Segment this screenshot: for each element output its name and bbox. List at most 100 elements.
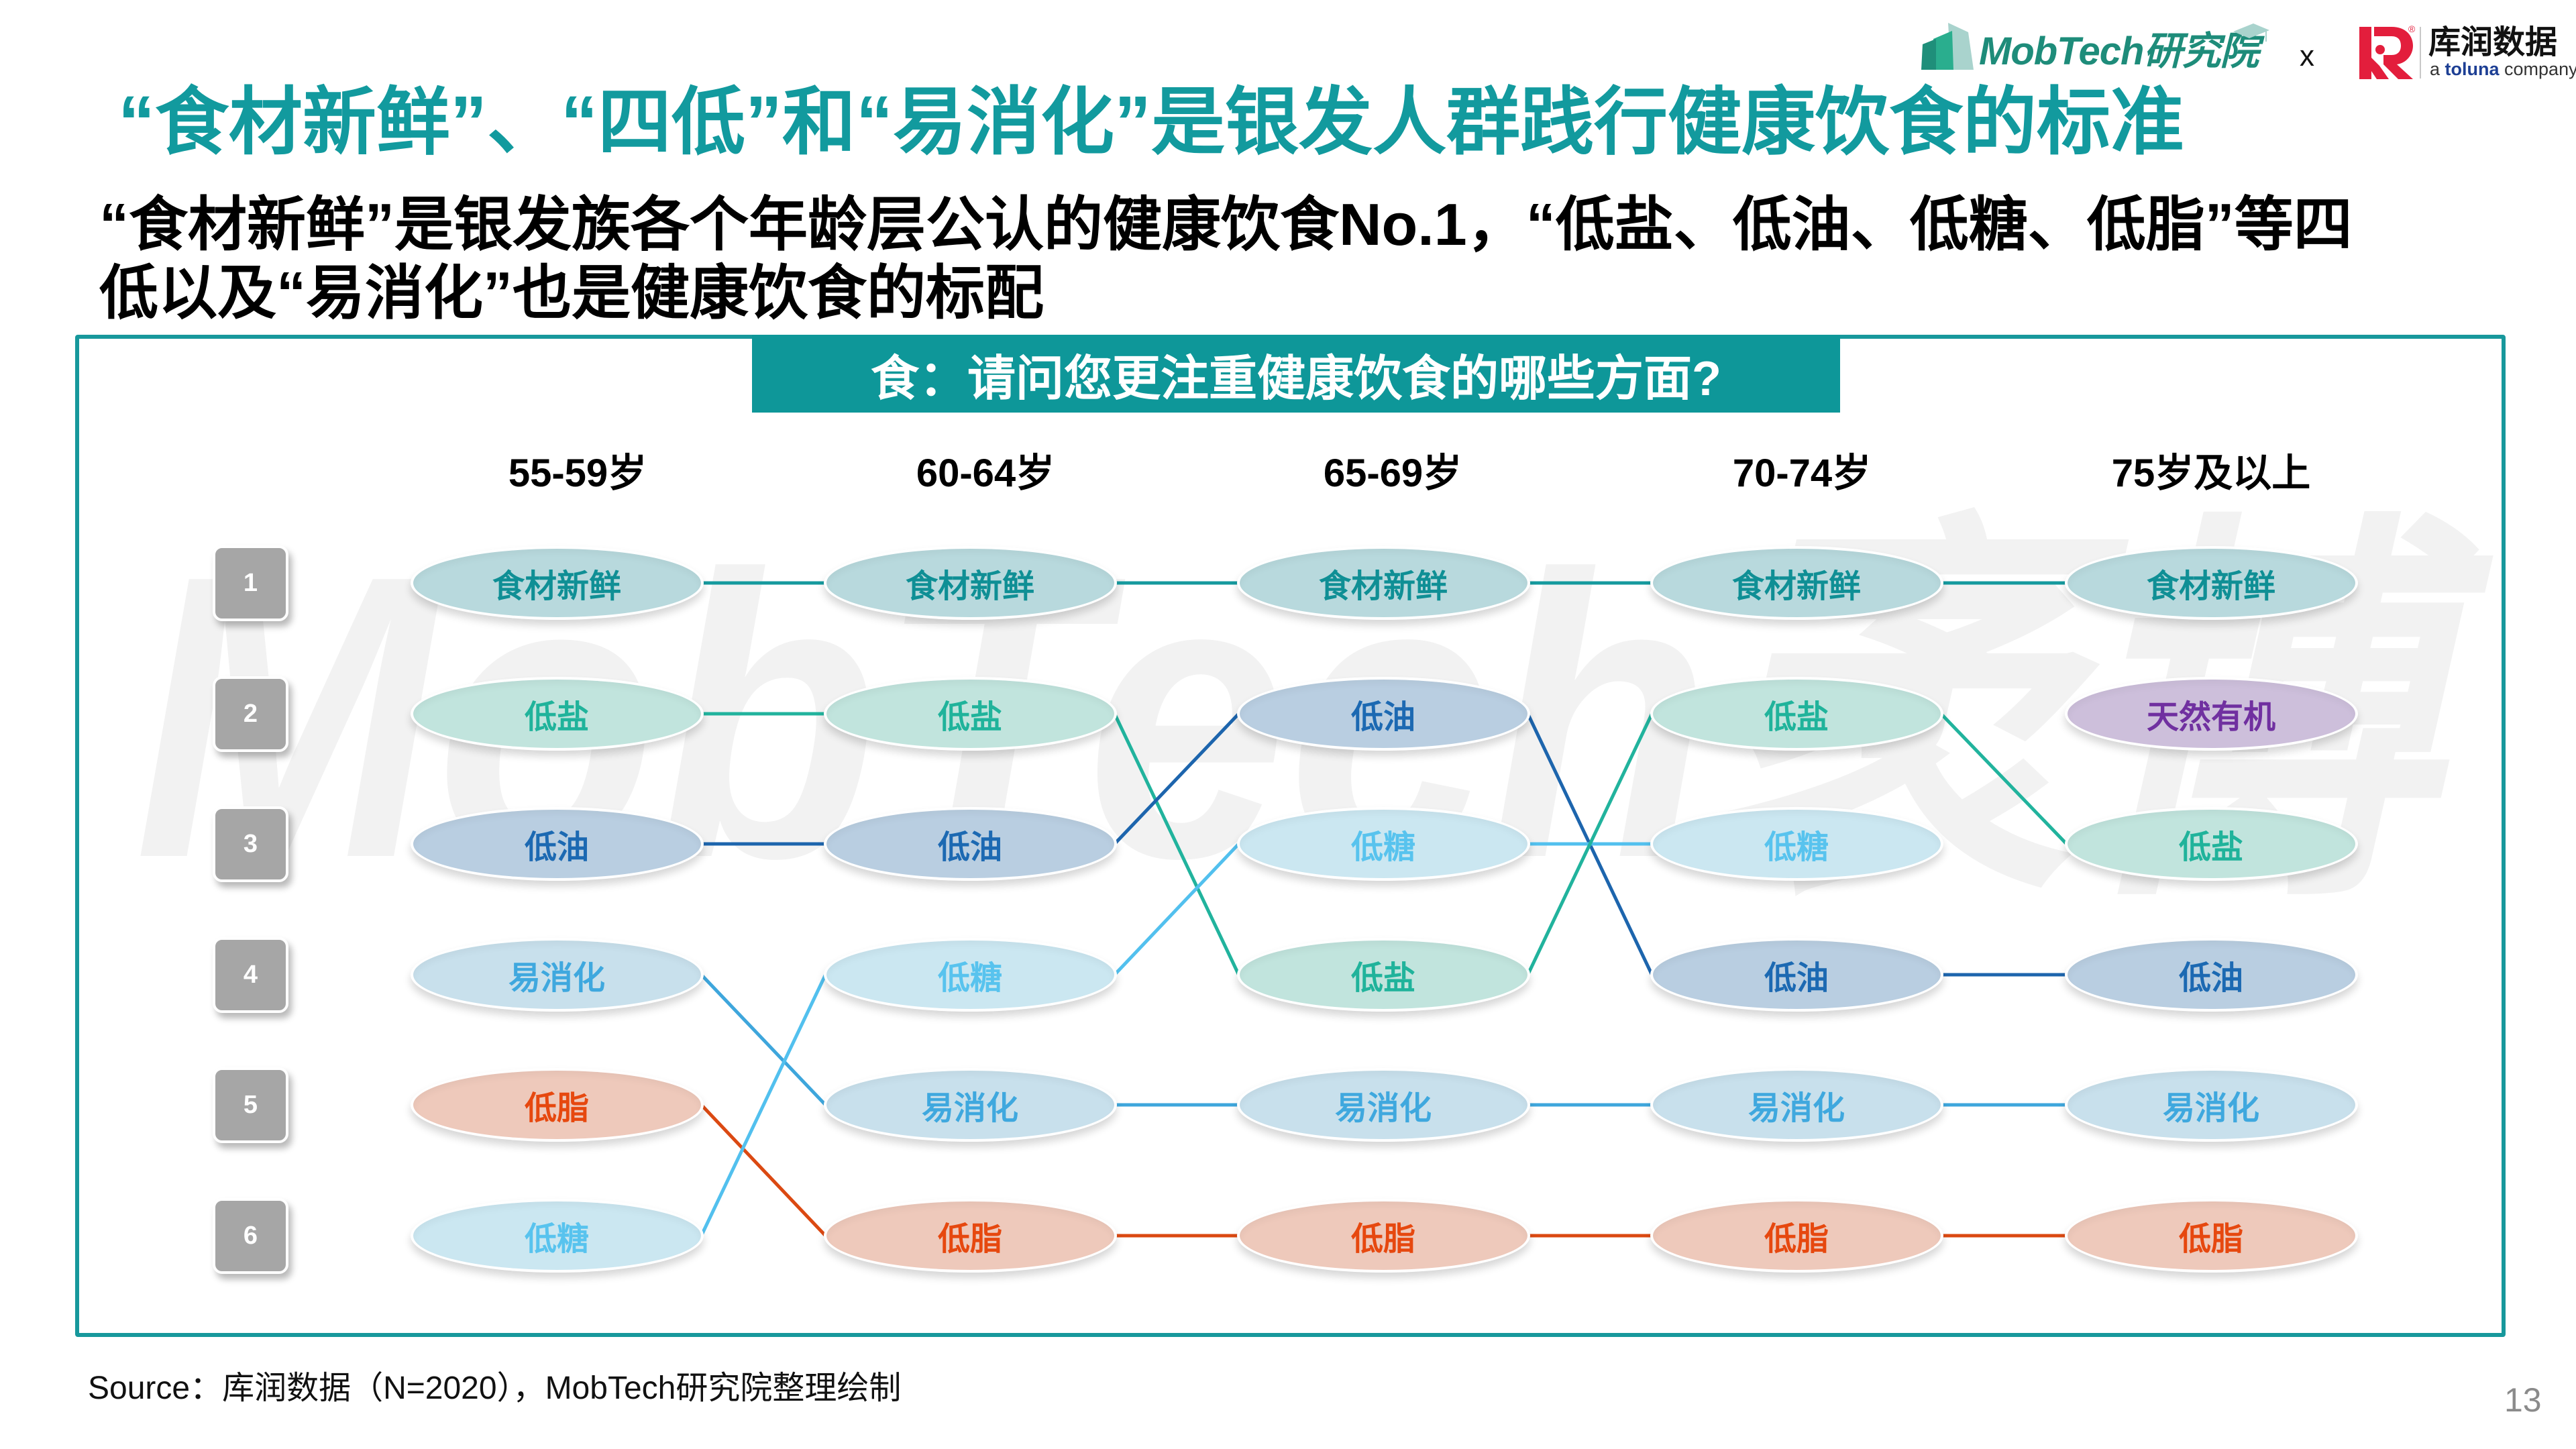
- age-group-header: 70-74岁: [1732, 451, 1872, 495]
- rank-item-label: 易消化: [1334, 1091, 1432, 1126]
- rank-item-label: 低脂: [937, 1222, 1002, 1257]
- rank-item-ellipse: 低盐: [410, 677, 704, 751]
- age-group-header: 65-69岁: [1323, 451, 1462, 495]
- tagline-suffix: company: [2499, 59, 2576, 79]
- rank-item-ellipse: 低油: [1236, 677, 1530, 751]
- rank-item-label: 低盐: [937, 700, 1002, 735]
- rank-badge: 1: [213, 545, 288, 621]
- subtitle-line-1: “食材新鲜”是银发族各个年龄层公认的健康饮食No.1，“低盐、低油、低糖、低脂”…: [99, 191, 2353, 258]
- rank-badge: 6: [213, 1197, 288, 1274]
- rank-item-label: 易消化: [508, 961, 605, 996]
- source-note: Source：库润数据（N=2020），MobTech研究院整理绘制: [88, 1371, 902, 1406]
- rank-item-ellipse: 低脂: [1650, 1199, 1943, 1273]
- toluna-tagline: a toluna company: [2430, 60, 2576, 78]
- rank-item-ellipse: 低糖: [410, 1199, 704, 1273]
- rank-item-label: 低油: [1350, 700, 1415, 735]
- cap-tassel: [2265, 31, 2267, 42]
- rank-item-ellipse: 低脂: [2064, 1199, 2358, 1273]
- rank-item-label: 低糖: [1350, 830, 1415, 865]
- rank-item-label: 易消化: [921, 1091, 1018, 1126]
- page-title: “食材新鲜”、“四低”和“易消化”是银发人群践行健康饮食的标准: [118, 81, 2184, 164]
- kr-leg: [2371, 58, 2389, 79]
- rank-item-label: 低脂: [1764, 1222, 1829, 1257]
- rank-item-label: 低脂: [524, 1091, 589, 1126]
- rank-item-label: 低油: [524, 830, 589, 865]
- rank-badge: 2: [213, 676, 288, 752]
- rank-item-label: 低脂: [1350, 1222, 1415, 1257]
- rank-item-ellipse: 低油: [1650, 938, 1943, 1012]
- kuran-logo-text: 库润数据: [2428, 25, 2558, 60]
- rank-item-ellipse: 低油: [823, 807, 1117, 881]
- rank-badge: 3: [213, 806, 288, 882]
- registered-mark: ®: [2408, 23, 2416, 34]
- rank-item-label: 低糖: [524, 1222, 589, 1257]
- rank-item-label: 低盐: [2178, 830, 2243, 865]
- rank-item-ellipse: 食材新鲜: [823, 546, 1117, 620]
- rank-item-label: 食材新鲜: [492, 569, 621, 604]
- tagline-brand: toluna: [2445, 59, 2500, 79]
- rank-item-ellipse: 低脂: [410, 1068, 704, 1142]
- rank-item-label: 低油: [937, 830, 1002, 865]
- logo-building-back: [1948, 23, 1974, 70]
- logo-divider: [2420, 27, 2421, 78]
- rank-item-ellipse: 低油: [2064, 938, 2358, 1012]
- rank-item-label: 低油: [1764, 961, 1829, 996]
- rank-item-ellipse: 易消化: [1236, 1068, 1530, 1142]
- age-group-header: 75岁及以上: [2111, 451, 2311, 495]
- age-group-header: 60-64岁: [916, 451, 1055, 495]
- kuran-kr-logo-icon: [2359, 27, 2413, 79]
- rank-item-label: 易消化: [2162, 1091, 2259, 1126]
- kr-bar: [2359, 27, 2371, 79]
- rank-item-label: 低盐: [1764, 700, 1829, 735]
- rank-item-ellipse: 低油: [410, 807, 704, 881]
- rank-item-ellipse: 食材新鲜: [410, 546, 704, 620]
- logo-separator: x: [2300, 40, 2314, 72]
- mobtech-building-logo-icon: [1921, 23, 1974, 70]
- rank-item-ellipse: 食材新鲜: [1650, 546, 1943, 620]
- rank-item-label: 低脂: [2178, 1222, 2243, 1257]
- rank-item-ellipse: 低糖: [823, 938, 1117, 1012]
- mobtech-logo-text: MobTech研究院: [1979, 30, 2259, 73]
- rank-item-label: 低油: [2178, 961, 2243, 996]
- rank-item-ellipse: 低盐: [823, 677, 1117, 751]
- rank-item-label: 低糖: [937, 961, 1002, 996]
- rank-item-ellipse: 食材新鲜: [1236, 546, 1530, 620]
- rank-item-label: 低盐: [1350, 961, 1415, 996]
- rank-item-ellipse: 易消化: [2064, 1068, 2358, 1142]
- kr-r-shape: [2374, 27, 2413, 79]
- rank-item-label: 食材新鲜: [1731, 569, 1861, 604]
- page-number: 13: [2504, 1381, 2542, 1419]
- rank-item-label: 食材新鲜: [1318, 569, 1448, 604]
- rank-item-label: 食材新鲜: [2146, 569, 2275, 604]
- rank-item-ellipse: 低盐: [1236, 938, 1530, 1012]
- rank-item-label: 天然有机: [2146, 700, 2275, 735]
- rank-item-ellipse: 天然有机: [2064, 677, 2358, 751]
- question-text: 食：请问您更注重健康饮食的哪些方面?: [871, 352, 1721, 406]
- rank-item-ellipse: 易消化: [823, 1068, 1117, 1142]
- rank-item-ellipse: 低脂: [1236, 1199, 1530, 1273]
- logo-building-mid: [1933, 31, 1953, 70]
- rank-item-label: 易消化: [1748, 1091, 1845, 1126]
- rank-item-ellipse: 低糖: [1650, 807, 1943, 881]
- rank-item-label: 低糖: [1764, 830, 1829, 865]
- rank-item-label: 食材新鲜: [905, 569, 1034, 604]
- subtitle-line-2: 低以及“易消化”也是健康饮食的标配: [99, 260, 1044, 326]
- rank-badge: 5: [213, 1067, 288, 1143]
- age-group-header: 55-59岁: [508, 451, 647, 495]
- graduation-cap-icon: [2233, 23, 2269, 42]
- logo-building-front: [1921, 39, 1936, 70]
- rank-badge: 4: [213, 936, 288, 1013]
- rank-item-label: 低盐: [524, 700, 589, 735]
- rank-item-ellipse: 低脂: [823, 1199, 1117, 1273]
- rank-item-ellipse: 低盐: [2064, 807, 2358, 881]
- tagline-prefix: a: [2430, 59, 2445, 79]
- rank-item-ellipse: 易消化: [410, 938, 704, 1012]
- kr-dot: [2375, 45, 2385, 54]
- rank-item-ellipse: 低盐: [1650, 677, 1943, 751]
- rank-item-ellipse: 易消化: [1650, 1068, 1943, 1142]
- rank-item-ellipse: 食材新鲜: [2064, 546, 2358, 620]
- rank-item-ellipse: 低糖: [1236, 807, 1530, 881]
- cap-board: [2233, 23, 2269, 38]
- question-banner: 食：请问您更注重健康饮食的哪些方面?: [752, 335, 1840, 413]
